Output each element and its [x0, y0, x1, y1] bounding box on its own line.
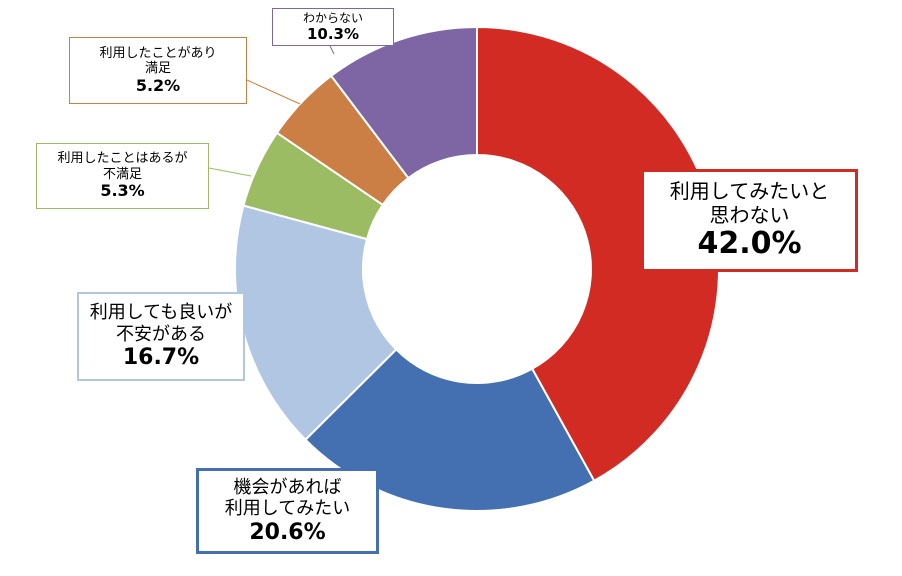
leader-line — [208, 167, 252, 177]
slice-value-label: 42.0% — [697, 226, 802, 262]
slice-callout: 利用しても良いが 不安がある 16.7% — [77, 292, 245, 381]
slice-label: 利用しても良いが 不安がある — [89, 302, 233, 345]
slice-callout: わからない 10.3% — [272, 8, 394, 46]
slice-callout: 利用したことはあるが 不満足 5.3% — [36, 143, 209, 209]
slice-label: 機会があれば 利用してみたい — [224, 476, 351, 520]
donut-slice — [476, 25, 720, 483]
slice-label: わからない — [302, 11, 363, 26]
leader-line — [246, 79, 301, 105]
donut-slice — [234, 204, 398, 442]
slice-value-label: 10.3% — [306, 24, 360, 43]
slice-callout: 利用してみたいと 思わない 42.0% — [641, 169, 858, 272]
slice-value-label: 5.2% — [135, 75, 181, 95]
slice-callout: 機会があれば 利用してみたい 20.6% — [196, 468, 379, 554]
slice-value-label: 20.6% — [249, 519, 326, 545]
donut-slice — [329, 25, 478, 180]
slice-callout: 利用したことがあり 満足 5.2% — [69, 37, 247, 104]
slice-label: 利用したことはあるが 不満足 — [57, 151, 188, 182]
leader-line — [329, 45, 335, 55]
slice-value-label: 16.7% — [122, 345, 200, 371]
slice-label: 利用してみたいと 思わない — [669, 179, 830, 228]
slice-value-label: 5.3% — [100, 181, 145, 201]
slice-label: 利用したことがあり 満足 — [99, 45, 217, 77]
